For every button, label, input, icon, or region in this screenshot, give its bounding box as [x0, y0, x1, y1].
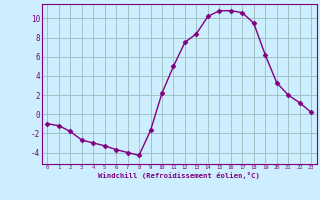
X-axis label: Windchill (Refroidissement éolien,°C): Windchill (Refroidissement éolien,°C): [98, 172, 260, 179]
